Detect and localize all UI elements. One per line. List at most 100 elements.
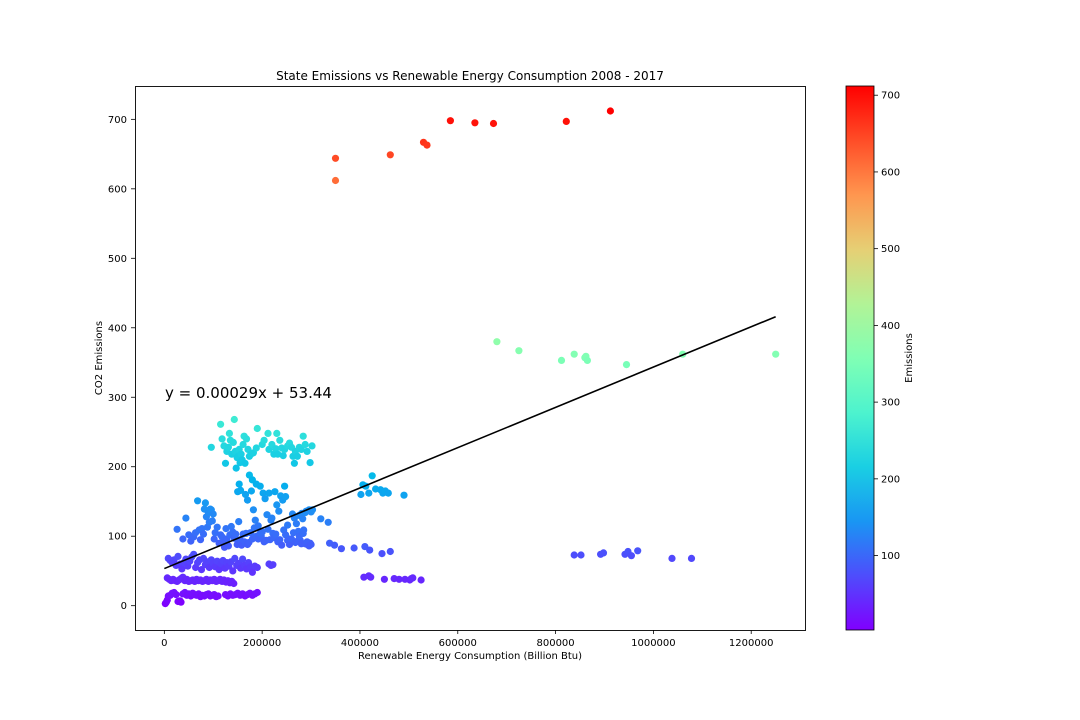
scatter-point: [275, 507, 283, 515]
scatter-point: [230, 415, 238, 424]
scatter-point: [231, 554, 239, 563]
colorbar-tick-label: 100: [881, 551, 900, 562]
scatter-point: [179, 535, 187, 543]
regression-equation: y = 0.00029x + 53.44: [165, 384, 332, 402]
scatter-point: [268, 514, 276, 522]
scatter-point: [324, 518, 332, 526]
scatter-point: [282, 531, 290, 539]
scatter-point: [446, 117, 454, 125]
y-axis-label: CO2 Emissions: [94, 321, 105, 395]
scatter-point: [271, 488, 279, 496]
scatter-point: [306, 459, 314, 467]
scatter-point: [248, 568, 256, 576]
scatter-point: [201, 499, 209, 507]
scatter-point: [395, 575, 403, 583]
scatter-point: [272, 530, 280, 538]
scatter-point: [213, 523, 221, 531]
colorbar-axis: 100 200 300 400 500 600 700: [874, 91, 900, 562]
scatter-point: [772, 350, 780, 358]
scatter-point: [172, 591, 180, 599]
scatter-point: [350, 544, 358, 552]
y-tick-label: 700: [108, 115, 127, 126]
scatter-point: [577, 551, 585, 559]
scatter-point: [217, 420, 225, 428]
scatter-point: [239, 555, 247, 563]
scatter-point: [423, 141, 431, 149]
y-tick-label: 100: [108, 532, 127, 543]
scatter-point: [230, 579, 238, 588]
scatter-point: [229, 567, 237, 575]
scatter-point: [297, 445, 305, 453]
scatter-point: [207, 443, 215, 451]
scatter-point: [265, 489, 273, 497]
y-tick-label: 600: [108, 184, 127, 195]
scatter-points: [161, 107, 780, 608]
y-tick-label: 200: [108, 462, 127, 473]
scatter-point: [386, 547, 394, 556]
scatter-point: [299, 515, 307, 523]
scatter-point: [215, 566, 223, 574]
x-axis: 0 200000 400000 600000 800000 1000000 1200000: [161, 630, 773, 649]
scatter-point: [182, 514, 190, 522]
scatter-point: [368, 472, 376, 480]
scatter-point: [278, 541, 286, 549]
scatter-point: [307, 540, 315, 549]
scatter-point: [214, 592, 222, 600]
scatter-point: [241, 459, 249, 467]
colorbar-tick-label: 200: [881, 474, 900, 485]
scatter-point: [317, 515, 325, 523]
scatter-point: [225, 429, 233, 437]
scatter-point: [417, 576, 425, 584]
scatter-point: [282, 493, 290, 501]
scatter-point: [253, 424, 261, 433]
scatter-point: [599, 549, 608, 557]
scatter-point: [380, 575, 388, 583]
scatter-point: [281, 482, 289, 490]
scatter-point: [210, 535, 218, 543]
scatter-point: [178, 565, 186, 573]
colorbar-tick-label: 300: [881, 398, 900, 409]
scatter-point: [173, 525, 181, 533]
x-tick-label: 400000: [341, 638, 379, 649]
scatter-point: [634, 547, 642, 555]
scatter-point: [409, 574, 417, 582]
x-tick-label: 200000: [243, 638, 281, 649]
scatter-point: [211, 529, 219, 537]
scatter-point: [668, 554, 676, 563]
scatter-point: [378, 550, 386, 558]
scatter-point: [471, 119, 479, 127]
scatter-point: [493, 338, 501, 346]
scatter-point: [232, 464, 240, 472]
scatter-point: [366, 546, 374, 554]
scatter-point: [208, 517, 216, 525]
scatter-point: [224, 542, 232, 550]
scatter-point: [264, 525, 272, 533]
plot-frame: [135, 86, 806, 631]
scatter-point: [232, 530, 240, 538]
scatter-point: [284, 521, 292, 529]
scatter-point: [239, 440, 247, 449]
colorbar: [845, 85, 875, 631]
scatter-point: [570, 350, 578, 358]
scatter-point: [196, 536, 205, 544]
scatter-point: [606, 107, 615, 115]
scatter-point: [224, 443, 232, 451]
scatter-point: [303, 447, 311, 455]
scatter-point: [259, 489, 267, 497]
scatter-point: [197, 566, 206, 574]
scatter-point: [269, 561, 277, 569]
scatter-point: [229, 438, 237, 446]
scatter-point: [292, 520, 300, 528]
scatter-point: [251, 516, 259, 524]
scatter-point: [384, 489, 392, 497]
scatter-point: [221, 459, 230, 467]
regression-line-group: [164, 315, 776, 570]
scatter-point: [198, 525, 206, 533]
scatter-point: [247, 487, 255, 495]
scatter-point: [241, 490, 250, 499]
scatter-point: [235, 518, 243, 526]
scatter-point: [557, 356, 566, 364]
x-tick-label: 1200000: [729, 638, 774, 649]
scatter-point: [258, 528, 266, 536]
scatter-point: [199, 530, 208, 538]
